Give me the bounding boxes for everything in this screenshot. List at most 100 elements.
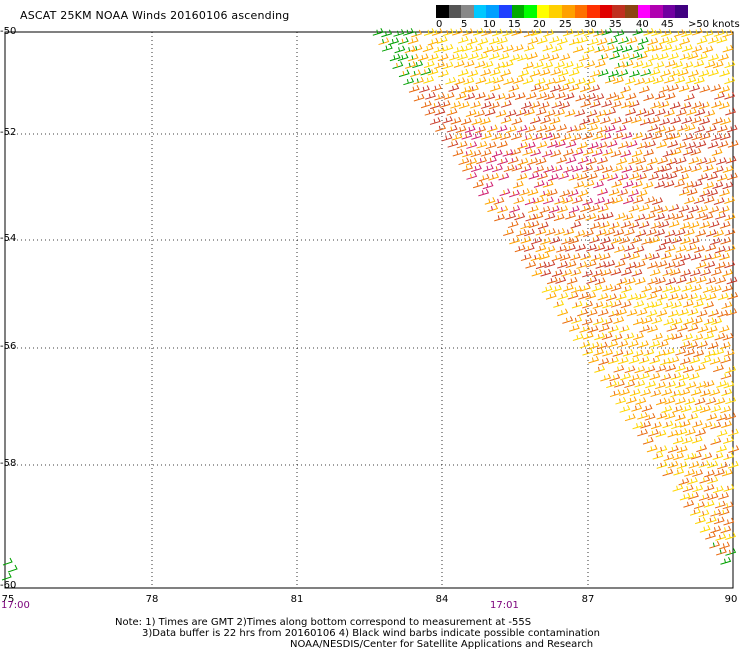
wind-barb <box>531 268 543 277</box>
wind-barb-flag <box>569 157 572 162</box>
wind-barb-flag <box>604 134 607 139</box>
wind-barb-flag <box>413 70 416 76</box>
wind-barb <box>683 93 695 102</box>
wind-barb-flag <box>583 342 586 347</box>
wind-barb <box>452 27 463 36</box>
wind-barb-flag <box>529 215 532 220</box>
wind-barb-flag <box>617 62 620 68</box>
wind-barb-flag <box>576 165 579 171</box>
wind-barb-flag <box>579 262 582 268</box>
wind-barb-flag <box>695 318 698 323</box>
wind-barb <box>601 99 613 108</box>
wind-barb <box>579 340 591 349</box>
wind-barb <box>672 60 684 69</box>
wind-barb <box>442 28 454 37</box>
wind-barb-flag <box>642 205 645 210</box>
wind-barb <box>441 133 453 142</box>
wind-barb-flag <box>631 158 634 163</box>
wind-barb-flag <box>415 62 418 67</box>
wind-barb-flag <box>567 94 570 99</box>
wind-barb-flag <box>659 366 662 371</box>
wind-barb <box>615 292 627 301</box>
wind-barb <box>509 53 521 62</box>
wind-barb <box>616 157 628 165</box>
wind-barb-flag <box>535 134 538 139</box>
wind-barb <box>660 69 671 77</box>
wind-barb-flag <box>533 150 536 155</box>
wind-barb <box>527 52 538 60</box>
wind-barb-flag <box>711 310 714 316</box>
wind-barb <box>631 268 643 277</box>
wind-barb-flag <box>726 334 729 339</box>
wind-barb-flag <box>581 190 584 196</box>
wind-barb <box>620 149 632 158</box>
wind-barb-flag <box>632 222 635 228</box>
wind-barb <box>715 211 726 220</box>
wind-barb-flag <box>717 30 720 35</box>
wind-barb-flag <box>650 446 653 451</box>
wind-barb <box>605 107 617 116</box>
wind-barb-flag <box>573 254 576 259</box>
wind-barb-flag <box>627 334 630 339</box>
wind-barb-flag <box>415 45 418 51</box>
wind-barb <box>619 236 630 245</box>
wind-barb-flag <box>502 174 505 179</box>
wind-barb <box>668 355 680 364</box>
wind-barb <box>678 188 690 196</box>
wind-barb <box>502 44 514 53</box>
wind-barb <box>682 61 694 69</box>
wind-barb <box>701 421 713 430</box>
wind-barb <box>533 180 545 188</box>
wind-barb-flag <box>545 151 548 156</box>
wind-barb-flag <box>587 29 590 35</box>
wind-barb <box>704 469 715 478</box>
wind-barb <box>663 75 675 84</box>
wind-barb-flag <box>671 311 674 316</box>
wind-barb <box>654 180 666 189</box>
wind-barb <box>710 437 722 446</box>
wind-barb-flag <box>653 374 656 379</box>
wind-barb-flag <box>686 366 689 372</box>
wind-barb <box>642 181 654 190</box>
wind-barb <box>703 196 715 204</box>
wind-barb <box>392 61 404 69</box>
wind-barb <box>693 196 705 204</box>
wind-barb-flag <box>628 109 631 114</box>
wind-barb <box>462 149 473 158</box>
wind-barb <box>675 141 687 150</box>
wind-barb-flag <box>603 117 606 123</box>
wind-barbs <box>1 27 740 581</box>
wind-barb <box>627 293 639 301</box>
wind-barb-flag <box>718 247 721 252</box>
wind-barb <box>677 324 688 332</box>
wind-barb-flag <box>484 102 487 108</box>
wind-barb <box>556 244 567 253</box>
wind-barb <box>585 292 597 300</box>
wind-barb-flag <box>714 253 717 258</box>
wind-barb-flag <box>706 47 709 52</box>
wind-barb-flag <box>608 229 611 234</box>
wind-barb-flag <box>699 277 702 282</box>
wind-barb <box>670 116 682 125</box>
wind-barb <box>726 276 738 285</box>
wind-barb <box>600 132 612 141</box>
wind-barb <box>616 277 628 286</box>
wind-barb <box>482 164 494 172</box>
wind-barb <box>482 60 494 69</box>
wind-barb <box>562 61 574 69</box>
wind-barb <box>701 452 713 461</box>
wind-barb <box>1 572 12 581</box>
note-line-1: Note: 1) Times are GMT 2)Times along bot… <box>115 617 532 628</box>
wind-barb <box>685 381 697 390</box>
wind-barb-flag <box>469 142 472 148</box>
wind-barb-flag <box>460 54 463 59</box>
legend-swatch <box>436 5 449 18</box>
wind-barb-flag <box>558 277 561 282</box>
wind-barb-flag <box>494 134 497 139</box>
wind-barb <box>603 243 615 252</box>
wind-barb-flag <box>642 357 645 362</box>
legend-swatch <box>561 5 575 18</box>
wind-barb-flag <box>647 29 649 34</box>
wind-barb <box>629 388 641 397</box>
wind-barb-flag <box>597 94 600 100</box>
